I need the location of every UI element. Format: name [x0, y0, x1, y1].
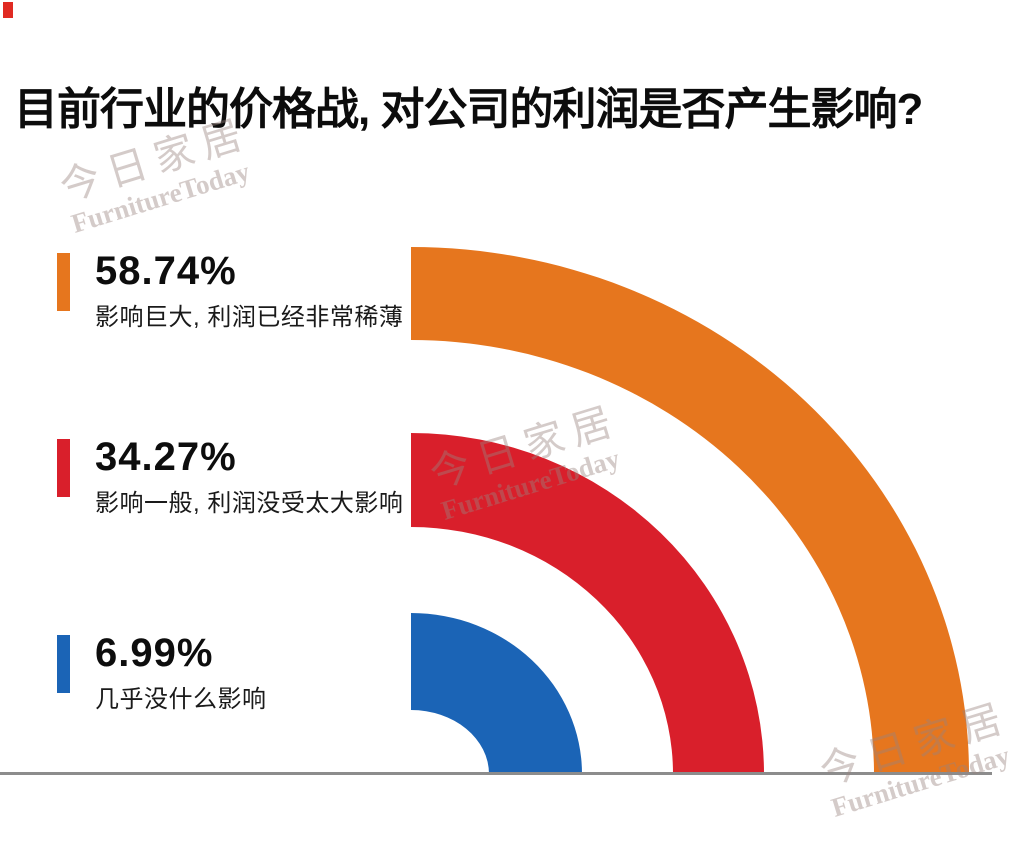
legend-color-bar: [57, 439, 70, 497]
legend-label: 几乎没什么影响: [95, 686, 267, 713]
legend-text-block: 58.74% 影响巨大, 利润已经非常稀薄: [95, 250, 403, 332]
baseline-rule: [0, 772, 992, 775]
legend-value: 58.74%: [95, 249, 237, 293]
legend-item-no-impact: 6.99% 几乎没什么影响: [57, 632, 267, 714]
legend-value: 34.27%: [95, 435, 237, 479]
ring-segment-largest: [411, 247, 969, 774]
legend-value: 6.99%: [95, 631, 214, 675]
chart-title: 目前行业的价格战, 对公司的利润是否产生影响?: [14, 85, 923, 134]
legend-label: 影响巨大, 利润已经非常稀薄: [95, 304, 404, 331]
legend-color-bar: [57, 253, 70, 311]
legend-text-block: 34.27% 影响一般, 利润没受太大影响: [95, 436, 403, 518]
legend-color-bar: [57, 635, 70, 693]
legend-label: 影响一般, 利润没受太大影响: [95, 490, 404, 517]
legend-item-huge-impact: 58.74% 影响巨大, 利润已经非常稀薄: [57, 250, 403, 332]
ring-segment-smallest: [411, 613, 582, 774]
ring-segment-middle: [411, 433, 764, 774]
legend-text-block: 6.99% 几乎没什么影响: [95, 632, 267, 714]
corner-red-mark: [3, 2, 13, 18]
legend-item-moderate-impact: 34.27% 影响一般, 利润没受太大影响: [57, 436, 403, 518]
